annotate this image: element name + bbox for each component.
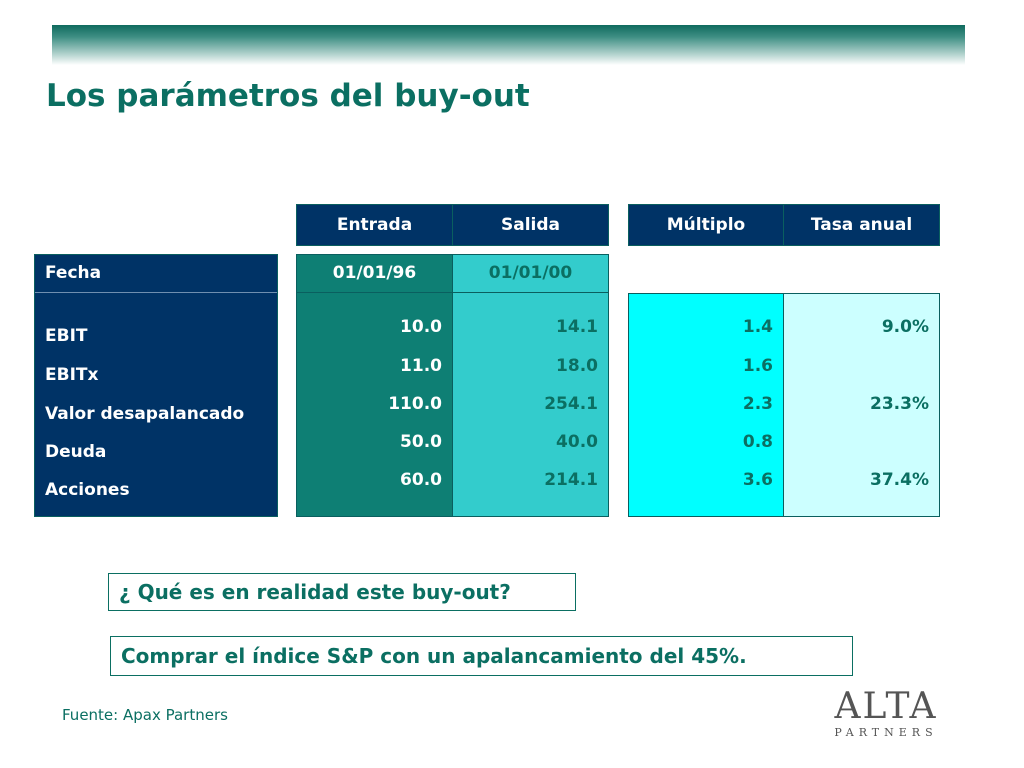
page-title: Los parámetros del buy-out bbox=[46, 78, 530, 114]
tasa-acciones: 37.4% bbox=[870, 470, 929, 490]
salida-ebitx: 18.0 bbox=[556, 356, 598, 376]
column-salida: 01/01/00 14.1 18.0 254.1 40.0 214.1 bbox=[452, 254, 609, 517]
column-entrada: 01/01/96 10.0 11.0 110.0 50.0 60.0 bbox=[296, 254, 453, 517]
tasa-ebit: 9.0% bbox=[881, 317, 929, 337]
salida-ebit: 14.1 bbox=[556, 317, 598, 337]
header-tasa-anual: Tasa anual bbox=[783, 204, 940, 246]
tasa-valor: 23.3% bbox=[870, 394, 929, 414]
question-box: ¿ Qué es en realidad este buy-out? bbox=[108, 573, 576, 611]
multiplo-valor: 2.3 bbox=[742, 394, 773, 414]
row-labels: Fecha EBIT EBITx Valor desapalancado Deu… bbox=[34, 254, 278, 517]
label-deuda: Deuda bbox=[45, 442, 107, 462]
multiplo-acciones: 3.6 bbox=[742, 470, 773, 490]
label-fecha: Fecha bbox=[45, 263, 102, 283]
label-ebit: EBIT bbox=[45, 326, 88, 346]
multiplo-ebit: 1.4 bbox=[742, 317, 773, 337]
entrada-ebit: 10.0 bbox=[400, 317, 442, 337]
label-ebitx: EBITx bbox=[45, 365, 99, 385]
entrada-valor: 110.0 bbox=[388, 394, 442, 414]
multiplo-deuda: 0.8 bbox=[742, 432, 773, 452]
salida-acciones: 214.1 bbox=[544, 470, 598, 490]
label-separator bbox=[35, 292, 277, 293]
header-multiplo: Múltiplo bbox=[628, 204, 784, 246]
label-valor-desapalancado: Valor desapalancado bbox=[45, 404, 245, 424]
salida-separator bbox=[453, 292, 608, 293]
column-multiplo: 1.4 1.6 2.3 0.8 3.6 bbox=[628, 293, 784, 517]
alta-partners-logo: ALTA PARTNERS bbox=[832, 686, 940, 742]
header-salida: Salida bbox=[452, 204, 609, 246]
multiplo-ebitx: 1.6 bbox=[742, 356, 773, 376]
entrada-deuda: 50.0 bbox=[400, 432, 442, 452]
entrada-separator bbox=[297, 292, 452, 293]
column-tasa-anual: 9.0% 23.3% 37.4% bbox=[783, 293, 940, 517]
fecha-entrada: 01/01/96 bbox=[332, 263, 417, 283]
source-note: Fuente: Apax Partners bbox=[62, 706, 228, 724]
logo-name: ALTA bbox=[834, 686, 938, 727]
answer-box: Comprar el índice S&P con un apalancamie… bbox=[110, 636, 853, 676]
logo-subtitle: PARTNERS bbox=[834, 726, 938, 739]
entrada-acciones: 60.0 bbox=[400, 470, 442, 490]
label-acciones: Acciones bbox=[45, 480, 130, 500]
entrada-ebitx: 11.0 bbox=[400, 356, 442, 376]
top-gradient-bar bbox=[52, 25, 965, 65]
fecha-salida: 01/01/00 bbox=[488, 263, 573, 283]
salida-deuda: 40.0 bbox=[556, 432, 598, 452]
header-entrada: Entrada bbox=[296, 204, 453, 246]
salida-valor: 254.1 bbox=[544, 394, 598, 414]
